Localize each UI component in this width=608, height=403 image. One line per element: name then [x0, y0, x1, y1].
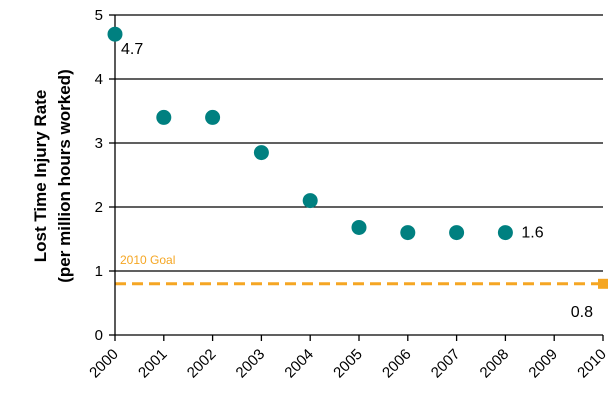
- goal-label: 2010 Goal: [120, 253, 175, 267]
- data-point-2003: [253, 145, 269, 161]
- x-tick-label-2010: 2010: [574, 346, 608, 382]
- x-tick-label-2007: 2007: [428, 346, 464, 382]
- y-tick-label-0: 0: [95, 327, 103, 344]
- data-points: [107, 26, 513, 241]
- x-tick-label-2006: 2006: [379, 346, 415, 382]
- x-tick-label-2001: 2001: [135, 346, 171, 382]
- x-tick-label-2009: 2009: [525, 346, 561, 382]
- x-tick-label-2005: 2005: [330, 346, 366, 382]
- gridlines: [115, 14, 603, 272]
- y-axis-title-line2: (per million hours worked): [55, 69, 74, 282]
- data-point-2005: [351, 219, 367, 235]
- data-point-2002: [205, 109, 221, 125]
- y-axis-title-line1: Lost Time Injury Rate: [31, 90, 50, 263]
- y-tick-label-5: 5: [95, 7, 103, 24]
- goal-marker: [598, 278, 608, 289]
- data-point-2007: [449, 225, 465, 241]
- axes: 0 1 2 3 4 5 2000 2001 2002 2003 2004 2005 2006 2007 20…: [86, 7, 608, 381]
- x-tick-label-2000: 2000: [86, 346, 122, 382]
- x-tick-label-2004: 2004: [281, 346, 317, 382]
- data-point-2001: [156, 109, 172, 125]
- data-label-2000: 4.7: [121, 41, 143, 58]
- y-tick-label-3: 3: [95, 135, 103, 152]
- x-tick-label-2003: 2003: [233, 346, 269, 382]
- goal-line-group: 2010 Goal 0.8: [115, 253, 608, 321]
- x-tick-label-2008: 2008: [477, 346, 513, 382]
- data-point-2008: [497, 225, 513, 241]
- goal-value-label: 0.8: [571, 304, 593, 321]
- y-tick-label-2: 2: [95, 199, 103, 216]
- data-label-2008: 1.6: [521, 225, 543, 242]
- data-point-2000: [107, 26, 123, 42]
- labels: 4.7 1.6: [121, 41, 544, 241]
- y-tick-label-1: 1: [95, 263, 103, 280]
- x-tick-label-2002: 2002: [184, 346, 220, 382]
- data-point-2006: [400, 225, 416, 241]
- y-tick-label-4: 4: [95, 71, 103, 88]
- data-point-2004: [302, 193, 318, 209]
